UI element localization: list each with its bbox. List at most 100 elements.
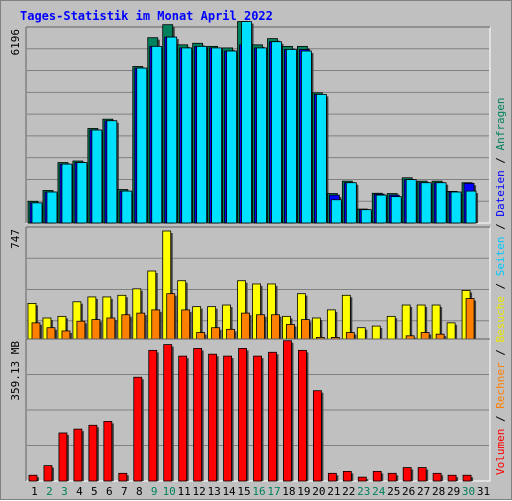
bar-volumen-day-10: [163, 344, 173, 482]
legend-entry-1: /: [494, 409, 507, 429]
bar-seiten-day-12: [196, 45, 208, 224]
bar-seiten-day-10: [166, 36, 178, 224]
bar-volumen-day-6: [103, 421, 113, 482]
x-tick-label-day-21: 21: [327, 485, 340, 498]
x-tick-label-day-28: 28: [432, 485, 445, 498]
legend-entry-0: Volumen: [494, 429, 507, 475]
x-tick-label-day-14: 14: [222, 485, 236, 498]
x-tick-label-day-22: 22: [342, 485, 355, 498]
y-max-label-volume: 359.13 MB: [9, 341, 22, 401]
bar-volumen-day-19: [298, 349, 307, 482]
bar-volumen-day-4: [73, 428, 83, 482]
bar-volumen-day-5: [88, 424, 98, 482]
bar-volumen-day-26: [402, 467, 412, 482]
bar-seiten-day-21: [330, 199, 342, 224]
bar-seiten-day-25: [390, 196, 402, 224]
bar-seiten-day-11: [181, 47, 193, 224]
bar-seiten-day-17: [271, 41, 282, 224]
bar-seiten-day-28: [435, 182, 447, 224]
bar-seiten-day-29: [450, 191, 462, 224]
x-tick-label-day-26: 26: [402, 485, 415, 498]
bar-seiten-day-16: [256, 47, 267, 224]
bar-volumen-day-24: [372, 470, 382, 482]
x-tick-label-day-25: 25: [387, 485, 400, 498]
x-tick-label-day-7: 7: [121, 485, 128, 498]
bar-volumen-day-16: [253, 355, 262, 482]
bar-volumen-day-20: [312, 390, 322, 482]
bar-volumen-day-18: [283, 340, 292, 482]
bar-seiten-day-9: [151, 45, 163, 224]
x-tick-label-day-8: 8: [136, 485, 143, 498]
bar-seiten-day-3: [61, 163, 73, 224]
bar-volumen-day-11: [178, 355, 188, 482]
legend-entry-6: Seiten: [494, 237, 507, 277]
x-tick-label-day-30: 30: [462, 485, 475, 498]
x-tick-label-day-1: 1: [31, 485, 38, 498]
bar-seiten-day-1: [31, 202, 43, 224]
y-max-label-visits-sites: 747: [9, 229, 22, 249]
bar-volumen-day-27: [417, 467, 427, 482]
bar-seiten-day-18: [286, 49, 297, 224]
x-tick-label-day-11: 11: [178, 485, 191, 498]
x-tick-label-day-20: 20: [312, 485, 325, 498]
bar-seiten-day-13: [211, 47, 223, 224]
bar-volumen-day-3: [58, 432, 68, 482]
bar-volumen-day-22: [342, 470, 352, 482]
legend-entry-3: /: [494, 343, 507, 363]
bar-seiten-day-7: [121, 190, 133, 224]
bar-seiten-day-22: [345, 182, 357, 224]
bar-seiten-day-27: [420, 182, 432, 224]
bar-volumen-day-13: [208, 353, 218, 482]
legend-right: Volumen / Rechner / Besuche / Seiten / D…: [494, 97, 507, 475]
x-tick-label-day-18: 18: [282, 485, 295, 498]
chart-title: Tages-Statistik im Monat April 2022: [20, 9, 273, 23]
x-tick-label-day-29: 29: [447, 485, 460, 498]
x-tick-label-day-27: 27: [417, 485, 430, 498]
legend-entry-7: /: [494, 217, 507, 237]
x-tick-label-day-12: 12: [193, 485, 206, 498]
bar-volumen-day-8: [133, 376, 143, 482]
bar-volumen-day-25: [387, 472, 397, 482]
x-tick-label-day-31: 31: [477, 485, 490, 498]
legend-entry-10: Anfragen: [494, 97, 507, 150]
bar-volumen-day-12: [193, 348, 203, 482]
bar-seiten-day-20: [315, 94, 327, 224]
bar-seiten-day-30: [465, 190, 477, 224]
x-tick-label-day-9: 9: [151, 485, 158, 498]
x-tick-label-day-4: 4: [76, 485, 83, 498]
x-tick-label-day-24: 24: [372, 485, 386, 498]
legend-entry-8: Dateien: [494, 170, 507, 216]
x-tick-label-day-23: 23: [357, 485, 370, 498]
legend-entry-5: /: [494, 276, 507, 296]
bar-volumen-day-30: [462, 474, 472, 482]
x-tick-label-day-15: 15: [237, 485, 250, 498]
bar-volumen-day-15: [238, 348, 247, 482]
legend-entry-9: /: [494, 150, 507, 170]
bar-seiten-day-14: [226, 50, 237, 224]
x-tick-label-day-17: 17: [267, 485, 280, 498]
y-max-label-hits-files-pages: 6196: [9, 29, 22, 56]
legend-entry-2: Rechner: [494, 362, 507, 409]
bar-volumen-day-29: [447, 474, 457, 482]
bar-seiten-day-24: [375, 194, 387, 224]
x-tick-label-day-13: 13: [207, 485, 220, 498]
x-tick-label-day-6: 6: [106, 485, 113, 498]
x-tick-label-day-19: 19: [297, 485, 310, 498]
bar-seiten-day-15: [241, 21, 252, 224]
bar-volumen-day-21: [327, 472, 337, 482]
bar-volumen-day-28: [432, 472, 442, 482]
bar-seiten-day-8: [136, 67, 148, 224]
bar-seiten-day-19: [301, 50, 312, 224]
bar-volumen-day-7: [118, 472, 128, 482]
x-tick-label-day-2: 2: [46, 485, 53, 498]
bar-volumen-day-14: [223, 355, 232, 482]
bar-volumen-day-17: [268, 351, 277, 482]
bar-seiten-day-23: [360, 209, 372, 224]
bar-seiten-day-26: [405, 179, 417, 224]
legend-entry-4: Besuche: [494, 296, 507, 342]
bar-volumen-day-2: [43, 465, 53, 482]
bar-seiten-day-5: [91, 129, 103, 224]
x-tick-label-day-10: 10: [163, 485, 176, 498]
